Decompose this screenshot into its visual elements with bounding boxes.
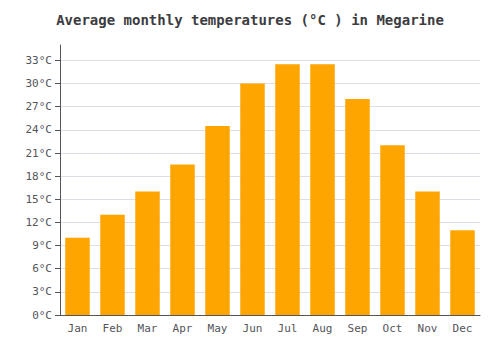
svg-text:0°C: 0°C <box>32 309 52 322</box>
svg-text:24°C: 24°C <box>26 123 53 136</box>
svg-text:Oct: Oct <box>383 322 403 335</box>
svg-text:Feb: Feb <box>103 322 123 335</box>
svg-text:18°C: 18°C <box>26 170 53 183</box>
svg-text:33°C: 33°C <box>26 54 53 67</box>
svg-text:Average monthly temperatures (: Average monthly temperatures (°C ) in Me… <box>56 12 444 28</box>
svg-text:3°C: 3°C <box>32 285 52 298</box>
svg-text:Jan: Jan <box>68 322 88 335</box>
svg-text:30°C: 30°C <box>26 77 53 90</box>
svg-text:Apr: Apr <box>173 322 193 335</box>
svg-text:Dec: Dec <box>453 322 473 335</box>
svg-text:Nov: Nov <box>418 322 438 335</box>
svg-text:Sep: Sep <box>348 322 368 335</box>
svg-text:Aug: Aug <box>313 322 333 335</box>
svg-text:12°C: 12°C <box>26 216 53 229</box>
svg-text:Mar: Mar <box>138 322 158 335</box>
svg-text:27°C: 27°C <box>26 100 53 113</box>
svg-text:6°C: 6°C <box>32 262 52 275</box>
svg-text:21°C: 21°C <box>26 147 53 160</box>
svg-text:Jul: Jul <box>278 322 298 335</box>
svg-text:May: May <box>208 322 228 335</box>
svg-text:15°C: 15°C <box>26 193 53 206</box>
svg-text:Jun: Jun <box>243 322 263 335</box>
svg-text:9°C: 9°C <box>32 239 52 252</box>
